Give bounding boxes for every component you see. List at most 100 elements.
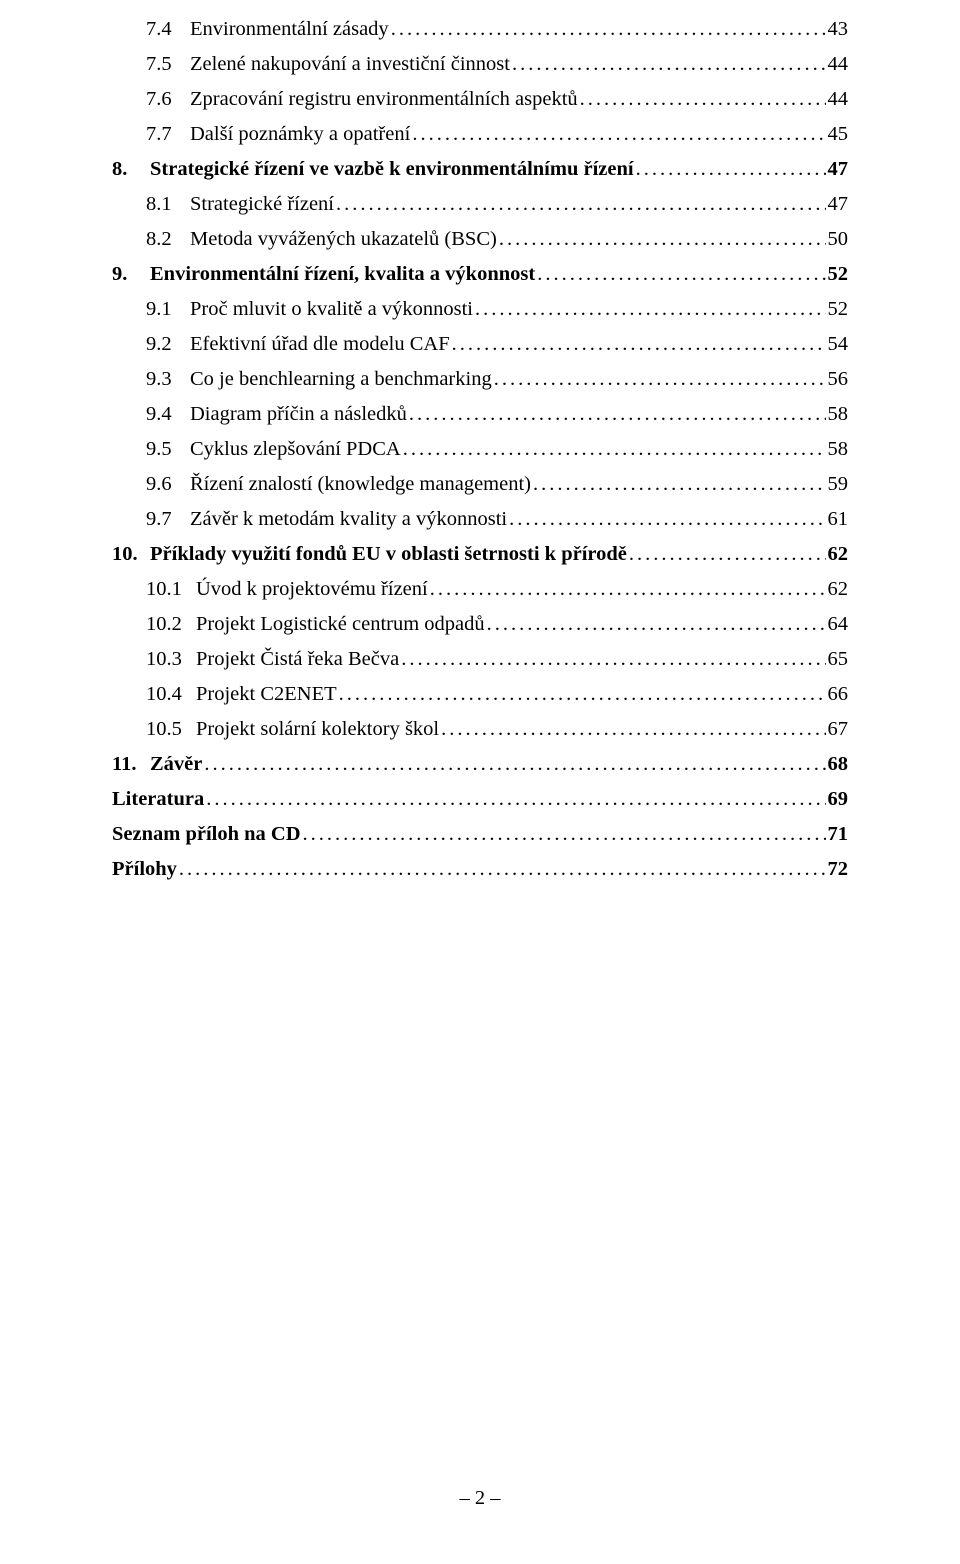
toc-entry-title: Environmentální řízení, kvalita a výkonn… <box>150 263 537 286</box>
toc-leader-dots <box>452 333 826 356</box>
toc-entry-page: 66 <box>826 683 849 706</box>
toc-entry-title: Projekt Logistické centrum odpadů <box>196 613 487 636</box>
toc-entry-title: Projekt C2ENET <box>196 683 339 706</box>
toc-leader-dots <box>339 683 826 706</box>
toc-entry-title: Zpracování registru environmentálních as… <box>190 88 580 111</box>
toc-entry-number: 9.4 <box>146 403 190 426</box>
toc-entry-title: Závěr k metodám kvality a výkonnosti <box>190 508 509 531</box>
toc-entry-title: Metoda vyvážených ukazatelů (BSC) <box>190 228 499 251</box>
toc-entry: 7.6Zpracování registru environmentálních… <box>112 88 848 111</box>
toc-leader-dots <box>409 403 826 426</box>
toc-entry-title: Řízení znalostí (knowledge management) <box>190 473 533 496</box>
toc-entry-page: 71 <box>826 823 849 846</box>
page: 7.4Environmentální zásady43 7.5Zelené nak… <box>0 0 960 1564</box>
toc-entry-title: Projekt solární kolektory škol <box>196 718 441 741</box>
toc-entry: 10.5Projekt solární kolektory škol 67 <box>112 718 848 741</box>
toc-entry: 8.Strategické řízení ve vazbě k environm… <box>112 158 848 181</box>
toc-entry: 8.2Metoda vyvážených ukazatelů (BSC) 50 <box>112 228 848 251</box>
toc-leader-dots <box>403 438 826 461</box>
toc-entry: 7.4Environmentální zásady43 <box>112 18 848 41</box>
toc-entry-number: 10.5 <box>146 718 196 741</box>
toc-entry-page: 52 <box>826 298 849 321</box>
toc-leader-dots <box>499 228 826 251</box>
toc-entry-title: Seznam příloh na CD <box>112 823 303 846</box>
toc-leader-dots <box>303 823 826 846</box>
toc-entry: 11.Závěr 68 <box>112 753 848 776</box>
toc-entry: 9.3Co je benchlearning a benchmarking56 <box>112 368 848 391</box>
toc-entry-title: Co je benchlearning a benchmarking <box>190 368 494 391</box>
toc-leader-dots <box>512 53 826 76</box>
toc-entry: 8.1Strategické řízení47 <box>112 193 848 216</box>
toc-leader-dots <box>475 298 826 321</box>
toc-entry-title: Proč mluvit o kvalitě a výkonnosti <box>190 298 475 321</box>
toc-entry-page: 58 <box>826 403 849 426</box>
toc-leader-dots <box>412 123 825 146</box>
toc-entry-page: 64 <box>826 613 849 636</box>
toc-entry-title: Příklady využití fondů EU v oblasti šetr… <box>150 543 629 566</box>
toc-entry-page: 72 <box>826 858 849 881</box>
toc-entry-page: 69 <box>826 788 849 811</box>
toc-leader-dots <box>509 508 825 531</box>
toc-entry-page: 67 <box>826 718 849 741</box>
toc-entry-number: 8.2 <box>146 228 190 251</box>
toc-leader-dots <box>487 613 826 636</box>
toc-entry: 10.Příklady využití fondů EU v oblasti š… <box>112 543 848 566</box>
toc-leader-dots <box>629 543 826 566</box>
toc-entry-title: Cyklus zlepšování PDCA <box>190 438 403 461</box>
toc-entry-page: 59 <box>826 473 849 496</box>
toc-leader-dots <box>533 473 826 496</box>
toc-entry: 9.2Efektivní úřad dle modelu CAF 54 <box>112 333 848 356</box>
toc-entry-page: 52 <box>826 263 849 286</box>
toc-entry: 9.4Diagram příčin a následků 58 <box>112 403 848 426</box>
toc-entry-page: 44 <box>826 88 849 111</box>
toc-entry-number: 11. <box>112 753 150 776</box>
toc-entry: Přílohy 72 <box>112 858 848 881</box>
toc-entry: 10.3Projekt Čistá řeka Bečva65 <box>112 648 848 671</box>
toc-entry-page: 50 <box>826 228 849 251</box>
toc-entry-title: Efektivní úřad dle modelu CAF <box>190 333 452 356</box>
toc-entry-page: 45 <box>826 123 849 146</box>
toc-entry: 9.6Řízení znalostí (knowledge management… <box>112 473 848 496</box>
toc-leader-dots <box>636 158 826 181</box>
table-of-contents: 7.4Environmentální zásady43 7.5Zelené nak… <box>112 18 848 881</box>
toc-leader-dots <box>494 368 826 391</box>
toc-entry: Seznam příloh na CD 71 <box>112 823 848 846</box>
toc-entry-title: Diagram příčin a následků <box>190 403 409 426</box>
toc-leader-dots <box>441 718 825 741</box>
toc-entry: 7.7Další poznámky a opatření45 <box>112 123 848 146</box>
toc-entry-number: 7.5 <box>146 53 190 76</box>
toc-entry-number: 9.1 <box>146 298 190 321</box>
toc-entry: 10.1Úvod k projektovému řízení62 <box>112 578 848 601</box>
toc-leader-dots <box>179 858 826 881</box>
toc-entry-number: 10.2 <box>146 613 196 636</box>
toc-leader-dots <box>336 193 825 216</box>
toc-entry-title: Literatura <box>112 788 206 811</box>
toc-entry: 10.2Projekt Logistické centrum odpadů 64 <box>112 613 848 636</box>
toc-entry-title: Úvod k projektovému řízení <box>196 578 430 601</box>
toc-entry-number: 9.7 <box>146 508 190 531</box>
toc-entry: 9.Environmentální řízení, kvalita a výko… <box>112 263 848 286</box>
toc-entry-page: 54 <box>826 333 849 356</box>
toc-leader-dots <box>204 753 825 776</box>
toc-leader-dots <box>206 788 825 811</box>
toc-entry-title: Přílohy <box>112 858 179 881</box>
toc-entry-page: 58 <box>826 438 849 461</box>
toc-entry-page: 43 <box>826 18 849 41</box>
toc-entry-page: 47 <box>826 193 849 216</box>
toc-entry-title: Zelené nakupování a investiční činnost <box>190 53 512 76</box>
toc-leader-dots <box>391 18 826 41</box>
toc-leader-dots <box>580 88 826 111</box>
page-number-footer: – 2 – <box>0 1487 960 1510</box>
toc-entry: 7.5Zelené nakupování a investiční činnos… <box>112 53 848 76</box>
toc-entry-page: 65 <box>826 648 849 671</box>
toc-entry-number: 9.3 <box>146 368 190 391</box>
toc-entry-number: 10.3 <box>146 648 196 671</box>
toc-entry-number: 10.4 <box>146 683 196 706</box>
toc-entry-page: 68 <box>826 753 849 776</box>
toc-entry-page: 61 <box>826 508 849 531</box>
toc-entry-number: 10.1 <box>146 578 196 601</box>
toc-leader-dots <box>430 578 826 601</box>
toc-entry-page: 62 <box>826 543 849 566</box>
toc-entry-number: 9.2 <box>146 333 190 356</box>
toc-entry-title: Další poznámky a opatření <box>190 123 412 146</box>
